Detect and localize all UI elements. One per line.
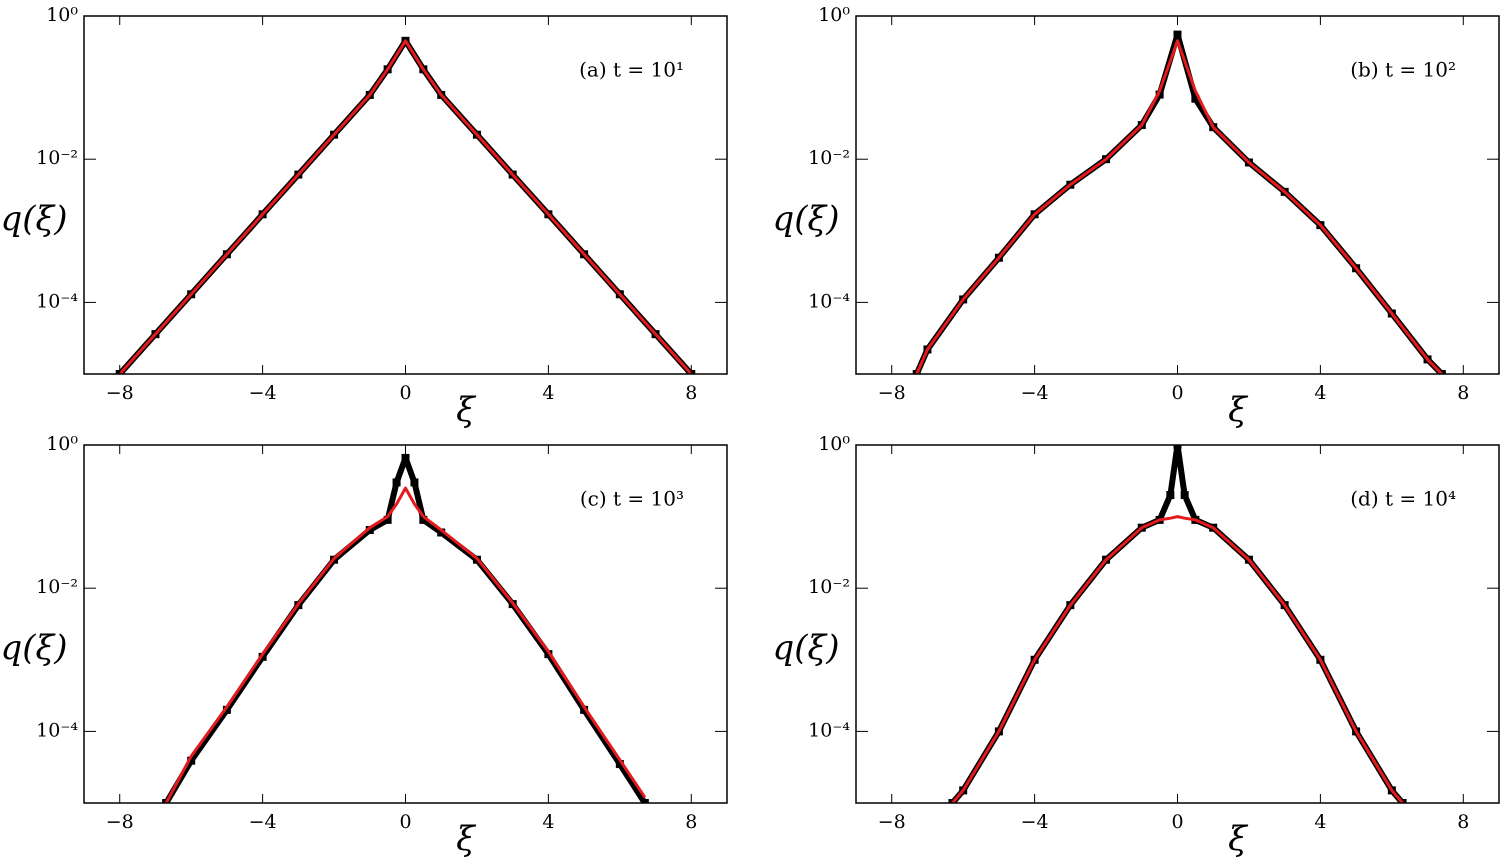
series-line: [915, 39, 1443, 374]
square-marker: [392, 478, 401, 487]
plot-area: [912, 30, 1446, 374]
square-marker: [258, 652, 267, 661]
y-axis-label: q(ξ): [772, 628, 839, 668]
x-tick-label: −8: [106, 382, 134, 404]
x-axis-label: ξ: [1228, 819, 1249, 859]
panel: −8 −4 0 4 8 10⁰ 10⁻² 10⁻⁴ ξ q(ξ) (c) t = 10³: [0, 433, 728, 859]
y-tick-label: 10⁻²: [36, 147, 78, 169]
y-tick-label: 10⁻²: [808, 147, 850, 169]
square-marker: [401, 453, 410, 462]
square-marker: [222, 705, 231, 714]
y-tick-label: 10⁰: [818, 4, 850, 26]
y-tick-label: 10⁰: [818, 433, 850, 455]
series-line: [117, 37, 694, 374]
x-tick-label: −4: [249, 811, 277, 833]
square-marker: [640, 799, 649, 803]
square-marker: [580, 705, 589, 714]
x-tick-label: 0: [1171, 382, 1183, 404]
panel: −8 −4 0 4 8 10⁰ 10⁻² 10⁻⁴ ξ q(ξ) (a) t = 10¹: [0, 4, 728, 430]
annotation: (c) t = 10³: [580, 487, 684, 511]
x-tick-label: 8: [685, 382, 697, 404]
plot-area: [115, 36, 696, 374]
x-tick-label: 8: [685, 811, 697, 833]
plot-area: [948, 445, 1407, 803]
annotation: (a) t = 10¹: [579, 58, 684, 82]
series-line: [118, 39, 693, 374]
square-marker: [1155, 90, 1164, 99]
y-tick-label: 10⁻⁴: [808, 719, 850, 741]
x-tick-label: −4: [1021, 382, 1049, 404]
x-tick-label: 8: [1457, 811, 1469, 833]
y-tick-label: 10⁰: [46, 433, 78, 455]
square-marker: [615, 760, 624, 769]
x-axis-label: ξ: [1228, 390, 1249, 430]
x-tick-label: 0: [399, 382, 411, 404]
square-marker: [419, 515, 428, 524]
series-line: [163, 454, 648, 803]
x-tick-label: 4: [1314, 811, 1326, 833]
y-tick-label: 10⁻⁴: [36, 290, 78, 312]
x-tick-label: −8: [106, 811, 134, 833]
x-tick-label: 4: [542, 382, 554, 404]
series-line: [950, 445, 1405, 803]
square-marker: [383, 515, 392, 524]
y-axis-label: q(ξ): [0, 628, 67, 668]
y-tick-label: 10⁻⁴: [808, 290, 850, 312]
series-line: [913, 31, 1444, 374]
series-line: [164, 486, 647, 803]
square-marker: [410, 478, 419, 487]
x-tick-label: −4: [249, 382, 277, 404]
x-tick-label: −4: [1021, 811, 1049, 833]
y-axis-label: q(ξ): [0, 199, 67, 239]
x-tick-label: −8: [878, 382, 906, 404]
panel: −8 −4 0 4 8 10⁰ 10⁻² 10⁻⁴ ξ q(ξ) (b) t = 10²: [772, 4, 1500, 430]
y-axis-label: q(ξ): [772, 199, 839, 239]
square-marker: [1180, 491, 1189, 500]
x-tick-label: 8: [1457, 382, 1469, 404]
x-tick-label: 4: [1314, 382, 1326, 404]
y-tick-label: 10⁰: [46, 4, 78, 26]
square-marker: [437, 528, 446, 537]
plot-area: [162, 453, 649, 803]
panel: −8 −4 0 4 8 10⁰ 10⁻² 10⁻⁴ ξ q(ξ) (d) t = 10⁴: [772, 433, 1500, 859]
annotation: (b) t = 10²: [1350, 58, 1456, 82]
y-tick-label: 10⁻²: [808, 576, 850, 598]
square-marker: [187, 756, 196, 765]
x-axis-label: ξ: [456, 819, 477, 859]
series-line: [951, 515, 1404, 803]
square-marker: [1166, 491, 1175, 500]
x-tick-label: 4: [542, 811, 554, 833]
square-marker: [365, 525, 374, 534]
square-marker: [1173, 30, 1182, 39]
square-marker: [1191, 94, 1200, 103]
x-axis-label: ξ: [456, 390, 477, 430]
y-tick-label: 10⁻²: [36, 576, 78, 598]
x-tick-label: 0: [1171, 811, 1183, 833]
annotation: (d) t = 10⁴: [1350, 487, 1456, 511]
x-tick-label: −8: [878, 811, 906, 833]
y-tick-label: 10⁻⁴: [36, 719, 78, 741]
x-tick-label: 0: [399, 811, 411, 833]
